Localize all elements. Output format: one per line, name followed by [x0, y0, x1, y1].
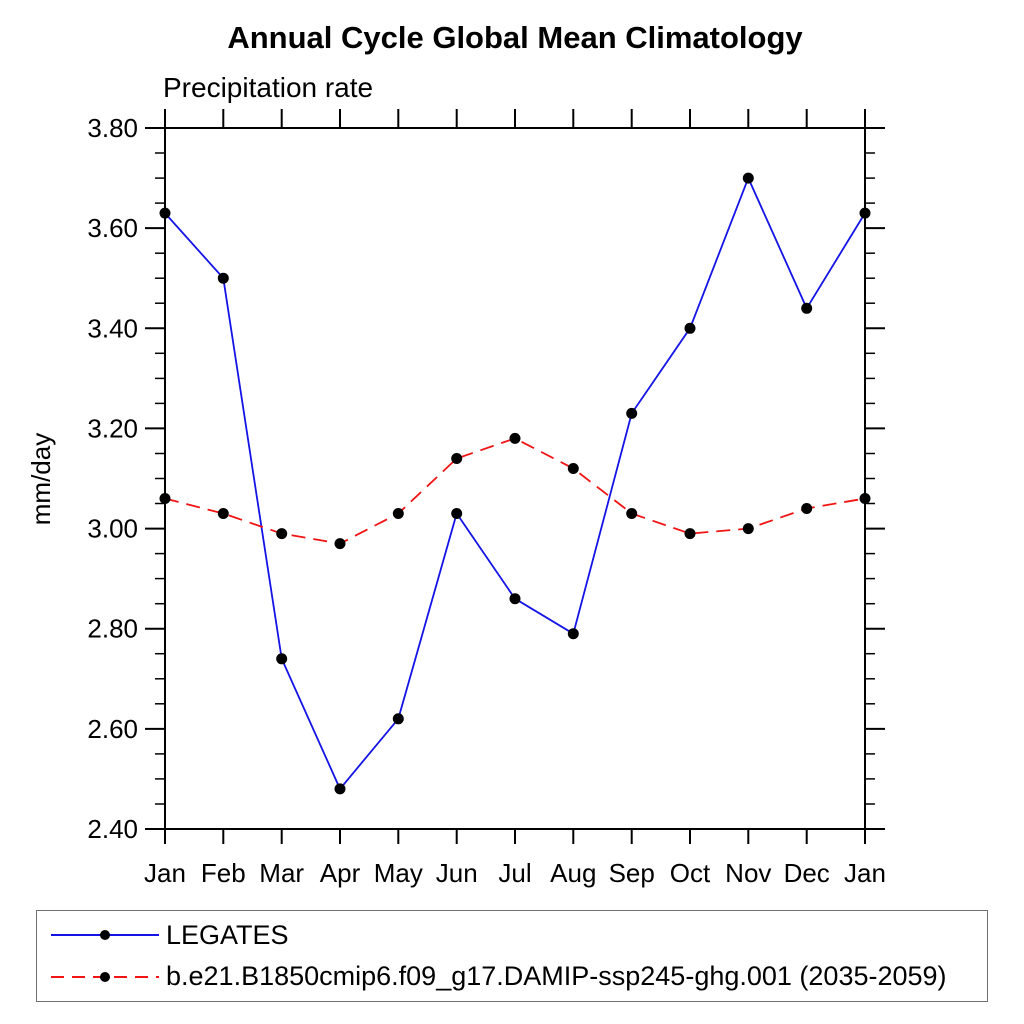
- data-point-marker: [567, 463, 579, 474]
- series-line-0: [164, 175, 866, 791]
- data-point-marker: [392, 508, 404, 519]
- data-point-marker: [684, 322, 696, 334]
- plot-frame: [164, 127, 866, 830]
- legend-label: b.e21.B1850cmip6.f09_g17.DAMIP-ssp245-gh…: [166, 961, 947, 992]
- data-point-marker: [801, 302, 813, 314]
- legend-item-model: b.e21.B1850cmip6.f09_g17.DAMIP-ssp245-gh…: [37, 960, 987, 994]
- data-point-marker: [217, 272, 229, 284]
- x-tick-label: Jan: [844, 858, 886, 888]
- data-point-marker: [567, 628, 579, 640]
- y-tick-label: 3.80: [87, 113, 138, 143]
- y-tick-label: 2.60: [87, 714, 138, 744]
- x-tick-label: Oct: [670, 858, 711, 888]
- y-tick-label: 3.00: [87, 514, 138, 544]
- legend-line-sample-dashed: [51, 971, 159, 982]
- y-tick-label: 3.20: [87, 413, 138, 443]
- data-point-marker: [217, 508, 229, 519]
- x-tick-label: May: [374, 858, 423, 888]
- series-line-1: [164, 437, 866, 545]
- legend: LEGATES b.e21.B1850cmip6.f09_g17.DAMIP-s…: [36, 910, 988, 1002]
- data-point-marker: [742, 172, 754, 184]
- x-tick-label: Jan: [144, 858, 186, 888]
- chart-subtitle: Precipitation rate: [163, 72, 374, 103]
- x-tick-label: Apr: [320, 858, 361, 888]
- y-tick-label: 3.60: [87, 213, 138, 243]
- y-tick-label: 3.40: [87, 313, 138, 343]
- data-point-marker: [742, 523, 754, 535]
- y-axis-label: mm/day: [26, 433, 56, 525]
- x-tick-label: Nov: [725, 858, 771, 888]
- x-tick-label: Dec: [784, 858, 830, 888]
- legend-item-legates: LEGATES: [37, 918, 987, 952]
- data-point-marker: [509, 432, 521, 444]
- y-tick-label: 2.80: [87, 614, 138, 644]
- x-tick-label: Sep: [609, 858, 655, 888]
- x-tick-label: Jun: [436, 858, 478, 888]
- data-point-marker: [684, 528, 696, 540]
- data-point-marker: [626, 407, 638, 419]
- legend-label: LEGATES: [166, 919, 289, 950]
- data-point-marker: [334, 783, 346, 795]
- data-point-marker: [334, 538, 346, 550]
- data-point-marker: [801, 503, 813, 514]
- chart-title: Annual Cycle Global Mean Climatology: [227, 20, 803, 55]
- data-point-marker: [159, 493, 171, 504]
- y-tick-label: 2.40: [87, 814, 138, 844]
- data-point-marker: [626, 508, 638, 519]
- data-point-marker: [451, 453, 463, 464]
- data-point-marker: [276, 528, 288, 540]
- x-tick-label: Aug: [550, 858, 596, 888]
- data-point-marker: [392, 713, 404, 725]
- x-tick-label: Feb: [201, 858, 246, 888]
- data-point-marker: [159, 207, 171, 219]
- data-point-marker: [276, 653, 288, 665]
- data-point-marker: [859, 493, 871, 504]
- data-point-marker: [509, 593, 521, 605]
- chart-canvas: Jan Feb Mar Apr May Jun Jul Aug Sep Oct Nov Dec Jan 3…: [26, 109, 886, 888]
- data-point-marker: [451, 508, 463, 519]
- data-point-marker: [859, 207, 871, 219]
- x-tick-label: Jul: [498, 858, 531, 888]
- x-tick-label: Mar: [259, 858, 304, 888]
- legend-line-sample-solid: [51, 930, 159, 941]
